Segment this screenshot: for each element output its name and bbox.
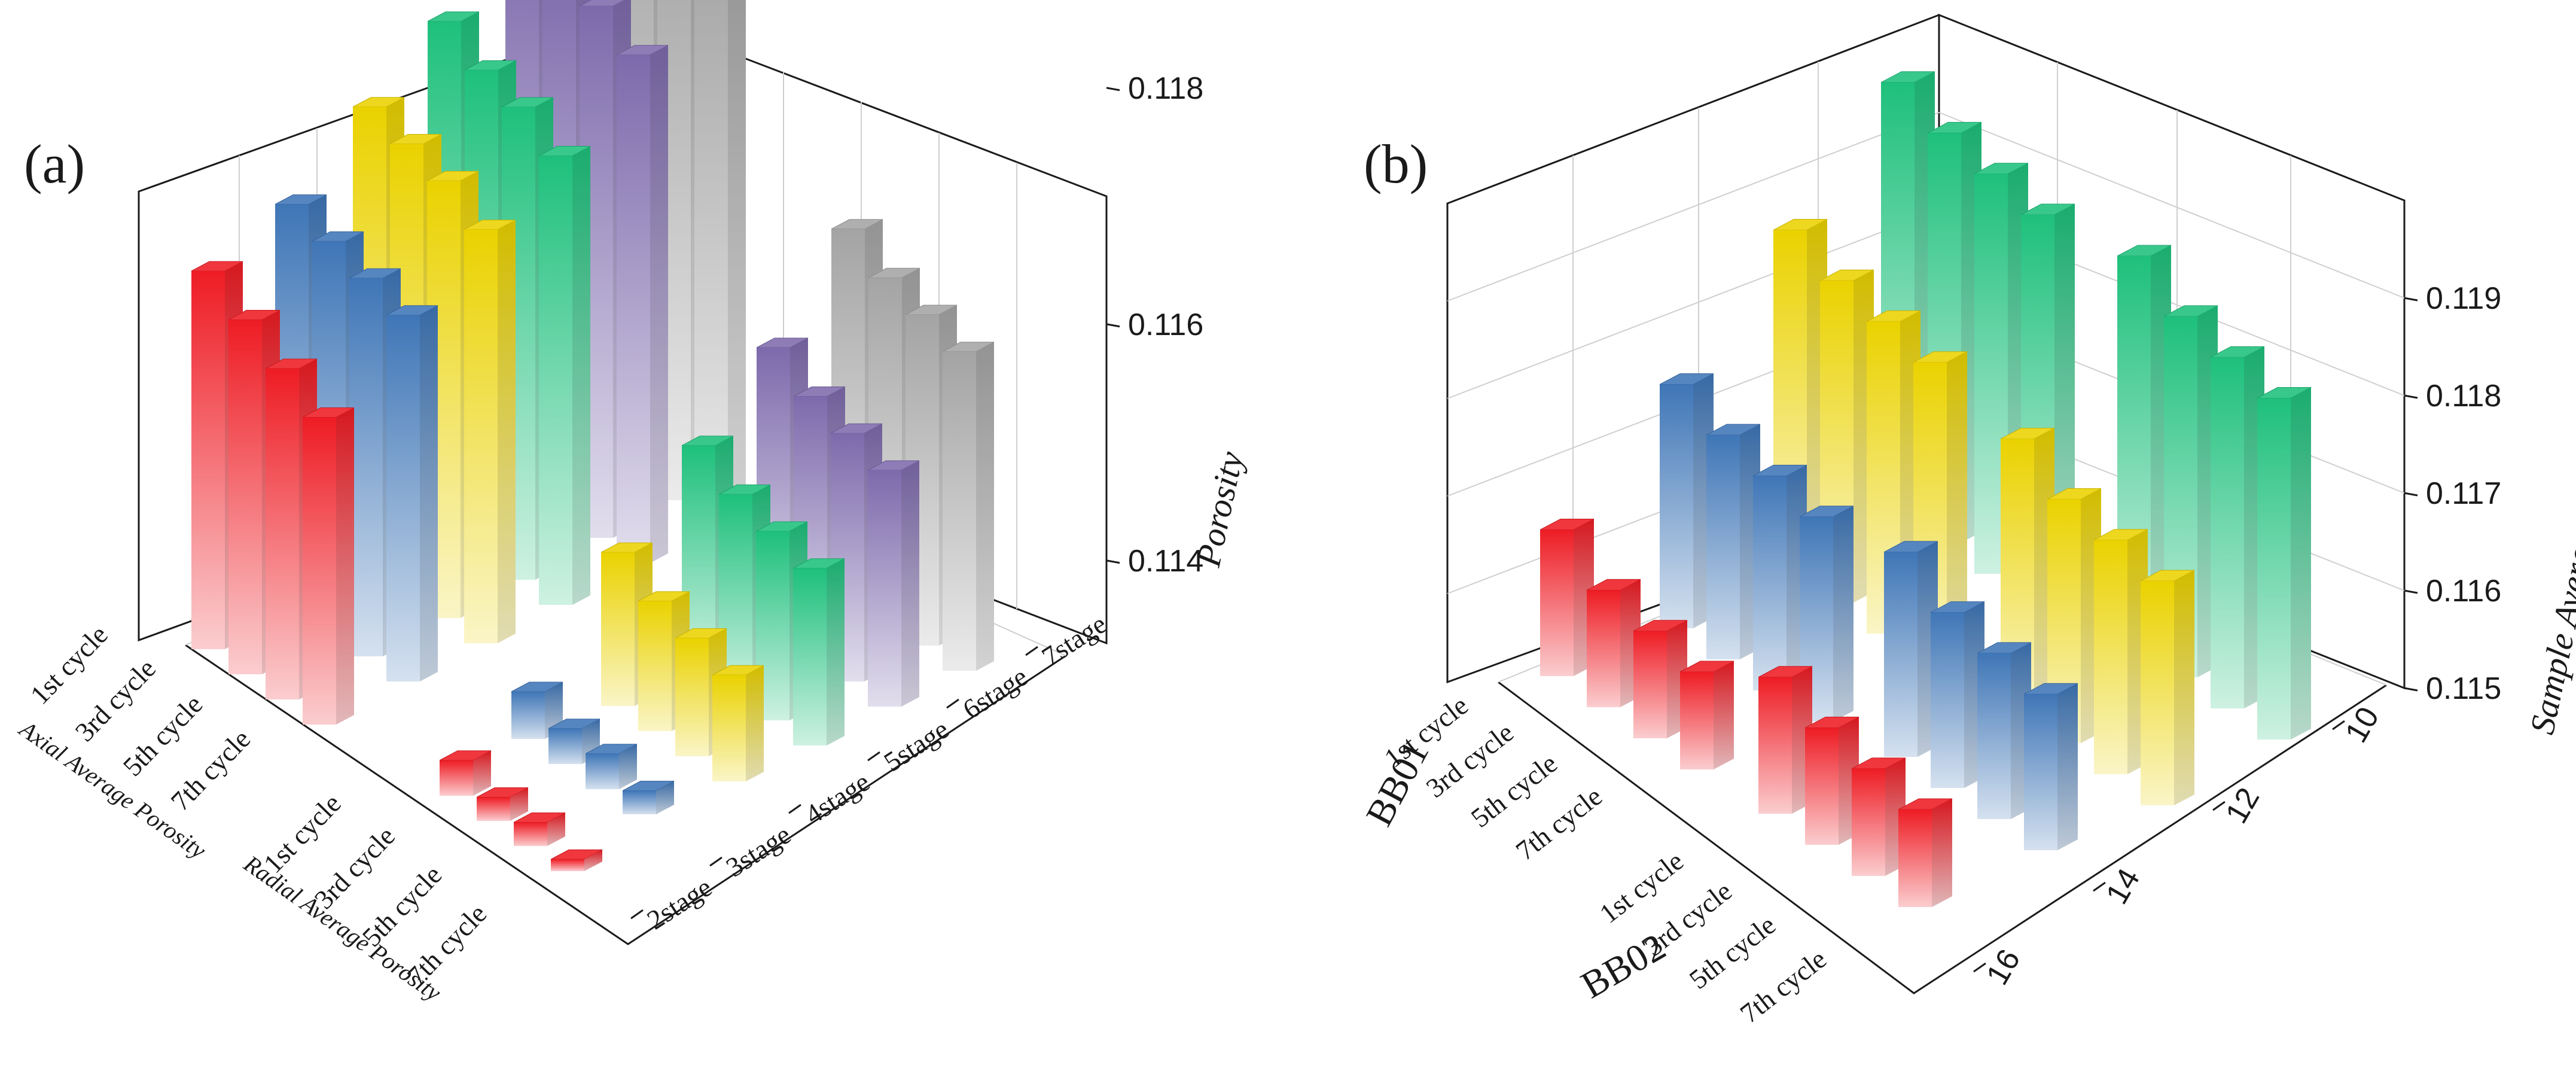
panel-a-label: (a) — [24, 133, 85, 194]
panel-a-stage-label: 4stage — [800, 766, 875, 830]
panel-b-bar-BB01-1-4 — [1679, 661, 1734, 769]
panel-a-bar-radial-2stage-2 — [476, 787, 529, 821]
panel-b-z-tick — [2404, 492, 2418, 497]
panel-b-z-tick-label: 0.119 — [2426, 281, 2501, 316]
panel-a-stage-label: 2stage — [642, 872, 717, 936]
panel-a-z-axis: 0.114 0.116 0.118 — [1106, 71, 1203, 579]
panel-a-stage-label: 7stage — [1037, 608, 1112, 673]
panel-b-bar-BB01-1-3 — [1633, 620, 1688, 738]
panel-a: (a) 0.114 0.116 0.118 Porosity 2stage3stag… — [13, 0, 1251, 1006]
panel-b-bar-BB02-1-2 — [1804, 716, 1859, 845]
panel-b-z-tick-label: 0.116 — [2426, 574, 2501, 608]
panel-a-bar-radial-2stage-1 — [439, 750, 492, 796]
panel-b-bar-BB02-2-3 — [1977, 642, 2032, 819]
panel-a-bar-axial-5stage-4 — [538, 146, 591, 605]
panel-a-z-tick — [1106, 323, 1120, 328]
panel-a-bar-radial-5stage-4 — [792, 558, 845, 746]
panel-b-depth-label: 16 — [1980, 944, 2027, 991]
panel-b-depth-tick — [2093, 881, 2106, 892]
panel-a-bar-radial-7stage-4 — [942, 342, 995, 671]
panel-a-bar-radial-2stage-3 — [513, 813, 566, 846]
panel-a-stage-tick — [709, 856, 723, 867]
panel-b-depth-tick — [2212, 801, 2226, 811]
panel-b-depth-tick — [1973, 962, 1986, 973]
panel-b-bar-BB01-2-3 — [1752, 464, 1807, 690]
panel-b-bar-BB01-3-4 — [1913, 351, 1968, 665]
panel-b-depth-tick — [2332, 720, 2345, 731]
panel-b-z-tick — [2404, 297, 2418, 302]
panel-a-bar-radial-2stage-4 — [550, 849, 603, 871]
panel-b-label: (b) — [1364, 133, 1428, 194]
panel-b: (b) 0.115 0.116 0.117 0.118 0.119 Sample Ave… — [1358, 13, 2576, 1029]
panel-a-z-tick-label: 0.114 — [1128, 544, 1203, 579]
panel-b-bar-BB02-2-2 — [1930, 601, 1985, 788]
panel-a-z-tick-label: 0.116 — [1128, 308, 1203, 342]
panel-a-bar-axial-3stage-4 — [386, 305, 438, 681]
panel-b-bar-BB01-1-1 — [1539, 519, 1595, 676]
panel-b-bar-BB02-1-4 — [1898, 798, 1953, 907]
panel-a-stage-tick — [1025, 646, 1038, 656]
panel-a-z-tick — [1106, 87, 1120, 92]
panel-b-z-tick — [2404, 394, 2418, 399]
panel-a-stage-tick — [946, 698, 959, 709]
panel-a-stage-tick — [788, 804, 801, 814]
panel-a-bar-radial-6stage-4 — [867, 460, 920, 707]
panel-b-z-tick-label: 0.118 — [2426, 379, 2501, 413]
panel-b-z-tick — [2404, 589, 2418, 594]
panel-a-bars — [191, 0, 995, 871]
panel-b-bars — [1539, 71, 2312, 907]
panel-b-sample-bb02: BB02 — [1574, 925, 1673, 1006]
panel-b-bar-BB02-4-4 — [2257, 387, 2312, 740]
panel-b-z-axis: 0.115 0.116 0.117 0.118 0.119 — [2404, 281, 2501, 706]
panel-b-bar-BB02-3-3 — [2093, 529, 2148, 774]
panel-b-z-tick — [2404, 687, 2418, 692]
panel-b-bar-BB02-2-1 — [1883, 541, 1938, 757]
panel-a-bar-radial-3stage-3 — [585, 744, 638, 789]
panel-b-bar-BB02-3-4 — [2140, 570, 2195, 805]
panel-b-depth-label: 10 — [2339, 701, 2386, 749]
panel-a-bar-radial-4stage-4 — [712, 665, 764, 781]
panel-a-bar-axial-6stage-4 — [616, 45, 669, 563]
panel-a-stage-tick — [630, 909, 644, 920]
panel-b-depth-label: 14 — [2099, 863, 2147, 910]
panel-a-z-tick — [1106, 559, 1120, 564]
panel-a-bar-radial-3stage-4 — [622, 781, 675, 814]
panel-b-bar-BB02-4-3 — [2210, 346, 2265, 708]
panel-a-z-title: Porosity — [1188, 448, 1251, 571]
panel-b-bar-BB01-2-1 — [1659, 373, 1714, 628]
panel-b-bar-BB02-2-4 — [2023, 683, 2078, 850]
panel-a-z-tick-label: 0.118 — [1128, 71, 1203, 106]
panel-b-bar-BB01-2-2 — [1706, 424, 1761, 659]
panel-a-stage-label: 5stage — [879, 714, 954, 778]
panel-a-bar-axial-4stage-4 — [464, 220, 516, 643]
panel-b-bar-BB02-1-1 — [1758, 666, 1813, 814]
panel-b-z-tick-label: 0.117 — [2426, 476, 2501, 511]
panel-b-z-title: Sample Average Porosity — [2522, 388, 2576, 738]
panel-a-bar-axial-2stage-4 — [302, 407, 355, 725]
panel-b-z-tick-label: 0.115 — [2426, 671, 2501, 706]
panel-a-stage-label: 3stage — [721, 819, 796, 883]
panel-b-bar-BB02-1-3 — [1851, 757, 1906, 876]
panel-a-stage-tick — [867, 751, 880, 762]
panel-b-bar-BB01-1-2 — [1586, 579, 1641, 707]
